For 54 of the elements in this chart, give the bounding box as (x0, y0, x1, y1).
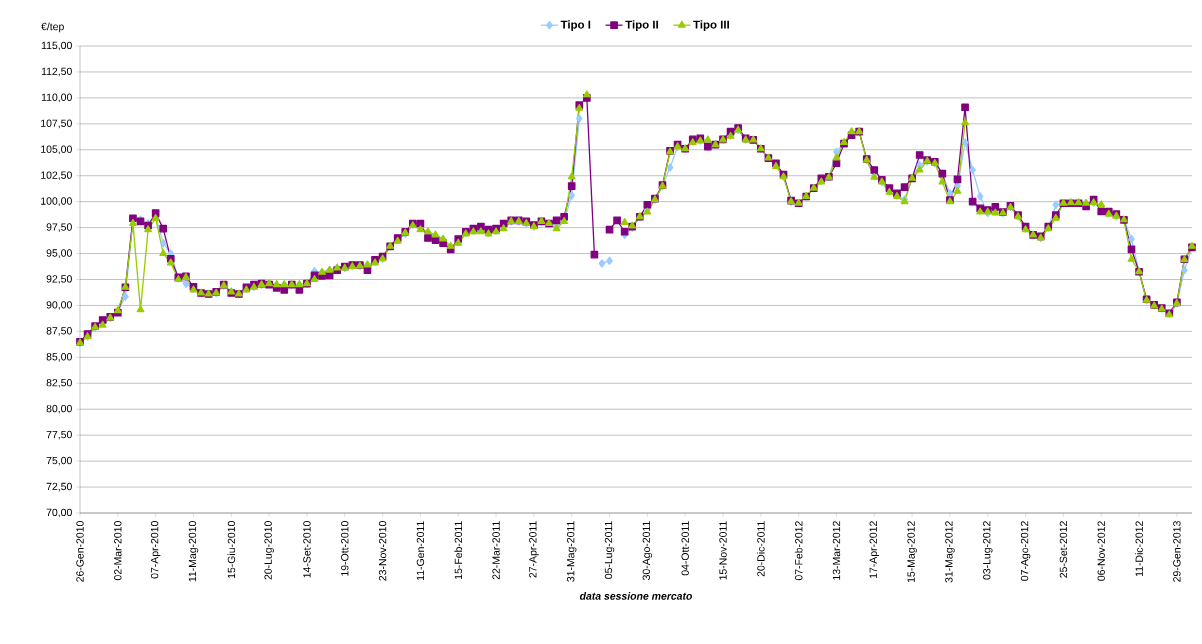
y-tick-label: 70,00 (46, 508, 72, 518)
x-tick-label: 19-Ott-2010 (341, 521, 349, 576)
x-tick-label: 15-Nov-2011 (719, 521, 727, 580)
x-tick-label: 20-Lug-2010 (264, 521, 274, 580)
x-tick-label: 11-Gen-2011 (416, 521, 425, 580)
x-tick-label: 23-Nov-2010 (378, 521, 387, 581)
y-tick-label: 105,00 (41, 145, 72, 155)
y-tick-label: 97,50 (46, 223, 72, 232)
y-tick-label: 82,50 (46, 378, 72, 388)
x-tick-label: 11-Dic-2012 (1135, 521, 1143, 577)
y-tick-label: 75,00 (46, 456, 72, 466)
x-tick-label: 31-Mag-2011 (566, 521, 577, 582)
legend-label: Tipo II (625, 20, 658, 31)
y-tick-label: 87,50 (46, 327, 72, 336)
y-tick-label: 80,00 (46, 404, 72, 414)
x-tick-label: 07-Ago-2012 (1020, 521, 1031, 581)
x-tick-label: 06-Nov-2012 (1097, 521, 1105, 581)
y-axis-title: €/tep (41, 22, 64, 33)
y-tick-label: 115,00 (41, 41, 72, 51)
x-tick-label: 31-Mag-2012 (945, 521, 955, 583)
x-tick-label: 20-Dic-2011 (756, 521, 765, 577)
y-tick-label: 85,00 (46, 353, 72, 362)
x-tick-label: 17-Apr-2012 (869, 521, 880, 579)
x-tick-label: 14-Set-2010 (303, 521, 311, 578)
x-tick-label: 26-Gen-2010 (76, 521, 84, 582)
x-tick-label: 30-Ago-2011 (642, 521, 653, 581)
x-tick-label: 15-Giu-2010 (227, 521, 236, 579)
y-tick-label: 92,50 (46, 275, 72, 284)
x-tick-label: 02-Mar-2010 (114, 521, 122, 581)
x-tick-label: 22-Mar-2011 (492, 521, 500, 580)
x-tick-label: 15-Feb-2011 (454, 521, 463, 580)
x-tick-label: 15-Mag-2012 (907, 521, 917, 583)
y-tick-label: 77,50 (46, 430, 72, 440)
y-tick-label: 100,00 (41, 197, 72, 206)
y-tick-label: 107,50 (41, 119, 72, 129)
x-tick-label: 07-Feb-2012 (794, 521, 803, 581)
x-tick-label: 13-Mar-2012 (832, 521, 841, 580)
x-tick-label: 27-Apr-2011 (529, 521, 539, 578)
x-tick-label: 25-Set-2012 (1059, 521, 1068, 578)
y-tick-label: 72,50 (46, 482, 72, 492)
legend-label: Tipo III (693, 20, 729, 31)
x-tick-label: 04-Ott-2011 (681, 521, 689, 576)
x-axis-title: data sessione mercato (579, 592, 693, 600)
y-tick-label: 110,00 (41, 93, 72, 103)
x-tick-label: 07-Apr-2010 (150, 521, 161, 579)
x-tick-label: 03-Lug-2012 (983, 521, 993, 580)
x-tick-label: 05-Lug-2011 (604, 521, 615, 579)
legend-label: Tipo I (560, 20, 591, 31)
x-tick-label: 29-Gen-2013 (1173, 521, 1181, 582)
y-tick-label: 112,50 (41, 67, 72, 77)
x-tick-label: 11-Mag-2010 (188, 521, 199, 582)
y-tick-label: 102,50 (41, 171, 72, 181)
y-tick-label: 90,00 (46, 301, 72, 310)
y-tick-label: 95,00 (46, 249, 72, 258)
